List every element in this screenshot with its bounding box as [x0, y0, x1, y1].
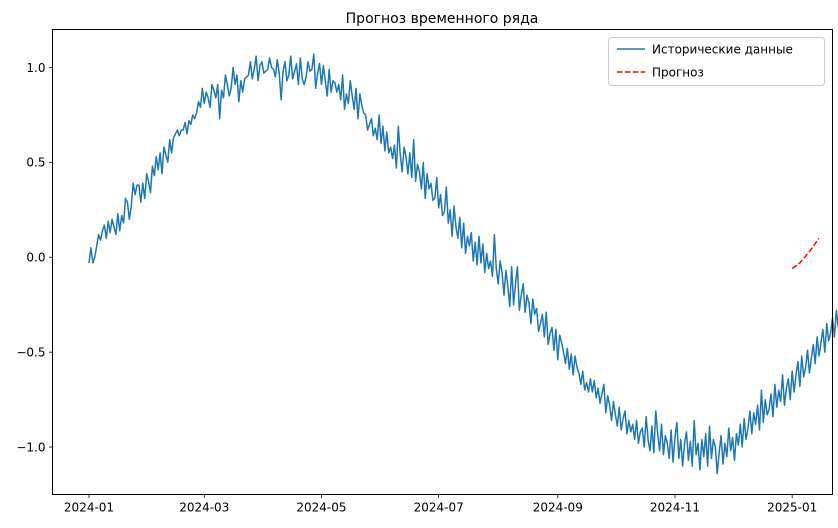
x-axis: 2024-01 2024-03 2024-05 2024-07 2024-09 2024-… [64, 494, 817, 515]
x-tick-label: 2024-05 [296, 501, 346, 515]
forecast-line [791, 237, 820, 270]
legend: Исторические данные Прогноз [608, 37, 825, 86]
series-layer [88, 53, 838, 475]
x-tick-label: 2024-01 [64, 501, 114, 515]
x-tick-label: 2024-11 [650, 501, 700, 515]
y-tick-label: −0.5 [16, 345, 45, 359]
y-tick-label: 0.0 [26, 251, 45, 265]
y-tick-label: −1.0 [16, 440, 45, 454]
x-tick-label: 2024-07 [414, 501, 464, 515]
x-tick-label: 2025-01 [767, 501, 817, 515]
x-tick-label: 2024-03 [179, 501, 229, 515]
legend-box [608, 37, 825, 86]
legend-label-forecast: Прогноз [652, 66, 704, 80]
chart-title: Прогноз временного ряда [346, 11, 539, 27]
legend-label-historical: Исторические данные [652, 43, 793, 57]
x-tick-label: 2024-09 [533, 501, 583, 515]
historical-data-line [88, 53, 838, 475]
y-axis: 1.0 0.5 0.0 −0.5 −1.0 [16, 61, 53, 454]
y-tick-label: 0.5 [26, 156, 45, 170]
y-tick-label: 1.0 [26, 61, 45, 75]
plot-area-frame [52, 29, 833, 495]
